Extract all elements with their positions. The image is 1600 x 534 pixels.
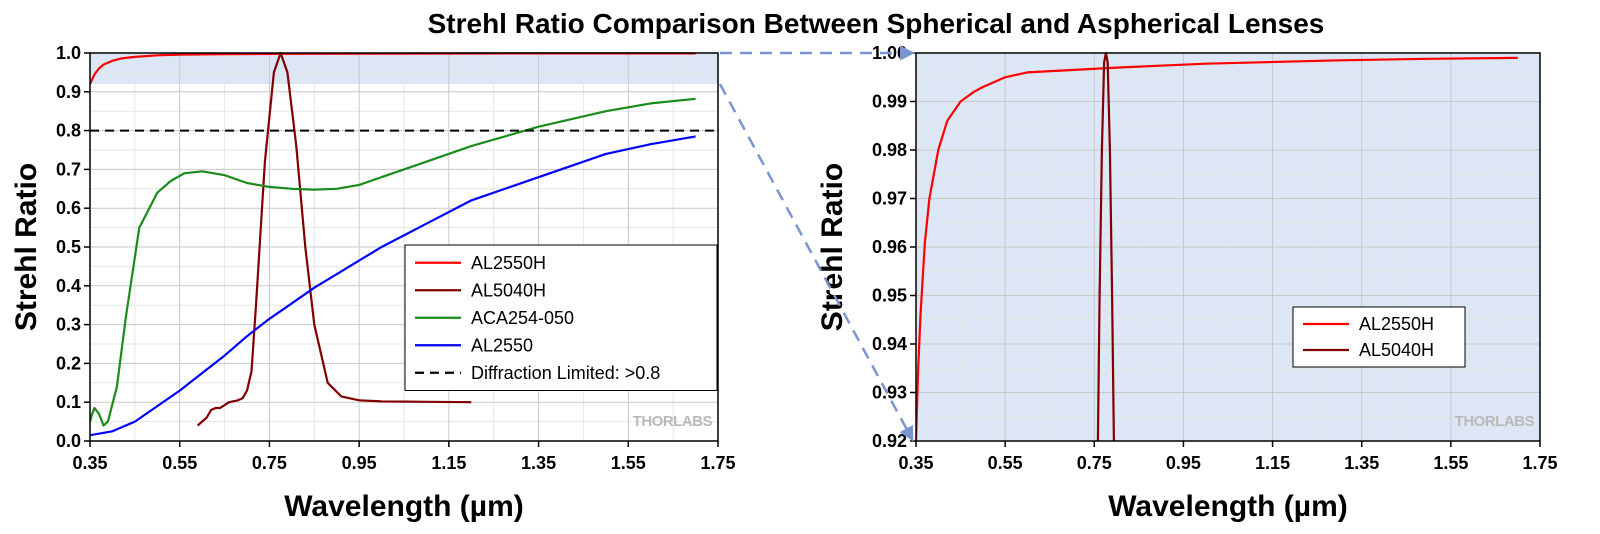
y-tick-label: 0.93 — [872, 383, 907, 403]
legend-label-al2550h: AL2550H — [471, 253, 546, 273]
y-axis-label: Strehl Ratio — [10, 163, 43, 331]
x-tick-label: 1.75 — [1522, 453, 1557, 473]
x-tick-label: 0.75 — [1077, 453, 1112, 473]
x-tick-label: 0.35 — [898, 453, 933, 473]
right-chart-zoomed: 0.35 0.55 0.75 0.95 1.15 1.35 1.55 1.75 0.92 0.93… — [816, 43, 1558, 523]
x-tick-label: 1.55 — [611, 453, 646, 473]
x-tick-label: 1.35 — [521, 453, 556, 473]
x-tick-label: 0.95 — [342, 453, 377, 473]
y-tick-label: 0.5 — [56, 237, 81, 257]
y-tick-label: 0.0 — [56, 431, 81, 451]
y-tick-label: 0.98 — [872, 140, 907, 160]
series-line-al2550h — [916, 56, 1518, 442]
zoom-arrow-bottom — [718, 83, 914, 442]
zoom-connector-arrows — [718, 45, 915, 442]
left-chart: 0.35 0.55 0.75 0.95 1.15 1.35 1.55 1.75 0.0 0.1 0.… — [10, 43, 736, 523]
x-tick-label: 0.55 — [162, 453, 197, 473]
y-tick-label: 0.6 — [56, 198, 81, 218]
y-tick-label: 0.94 — [872, 334, 907, 354]
legend: AL2550H AL5040H — [1292, 306, 1466, 368]
y-tick-label: 0.99 — [872, 92, 907, 112]
y-tick-label: 0.97 — [872, 189, 907, 209]
series-line-aca254-050 — [90, 97, 696, 427]
y-tick-label: 0.3 — [56, 315, 81, 335]
chart-title: Strehl Ratio Comparison Between Spherica… — [428, 8, 1325, 39]
y-tick-label: 0.96 — [872, 237, 907, 257]
thorlabs-watermark: THORLABS — [633, 413, 713, 430]
x-tick-label: 0.75 — [252, 453, 287, 473]
thorlabs-watermark: THORLABS — [1455, 413, 1535, 430]
x-tick-label: 0.95 — [1166, 453, 1201, 473]
legend-label-aca254-050: ACA254-050 — [471, 308, 574, 328]
y-tick-label: 0.4 — [56, 276, 81, 296]
y-tick-label: 0.7 — [56, 159, 81, 179]
y-tick-label: 1.0 — [56, 43, 81, 63]
legend: AL2550H AL5040H ACA254-050 AL2550 Diffractio… — [404, 244, 718, 391]
x-axis-label: Wavelength (µm) — [1108, 490, 1348, 523]
x-tick-label: 1.35 — [1344, 453, 1379, 473]
y-tick-label: 0.1 — [56, 392, 81, 412]
legend-box — [1292, 306, 1466, 368]
series-line-al2550 — [90, 135, 696, 437]
y-tick-label: 0.92 — [872, 431, 907, 451]
x-tick-label: 1.75 — [700, 453, 735, 473]
series-group — [90, 51, 718, 437]
x-tick-label: 1.55 — [1433, 453, 1468, 473]
plot-frame — [89, 52, 719, 442]
legend-label-diffraction-limited-0-8: Diffraction Limited: >0.8 — [471, 363, 660, 383]
x-tick-label: 1.15 — [431, 453, 466, 473]
legend-label-al2550h: AL2550H — [1359, 314, 1434, 334]
legend-label-al5040h: AL5040H — [471, 280, 546, 300]
series-line-al5040h — [196, 51, 472, 427]
y-tick-label: 0.2 — [56, 353, 81, 373]
y-axis-label: Strehl Ratio — [816, 163, 849, 331]
plot-frame — [915, 52, 1541, 442]
legend-label-al5040h: AL5040H — [1359, 340, 1434, 360]
y-tick-label: 0.95 — [872, 286, 907, 306]
x-tick-label: 0.35 — [72, 453, 107, 473]
x-tick-label: 0.55 — [988, 453, 1023, 473]
y-tick-label: 0.9 — [56, 82, 81, 102]
y-tick-label: 0.8 — [56, 121, 81, 141]
x-tick-label: 1.15 — [1255, 453, 1290, 473]
x-axis-label: Wavelength (µm) — [284, 490, 524, 523]
legend-label-al2550: AL2550 — [471, 335, 533, 355]
